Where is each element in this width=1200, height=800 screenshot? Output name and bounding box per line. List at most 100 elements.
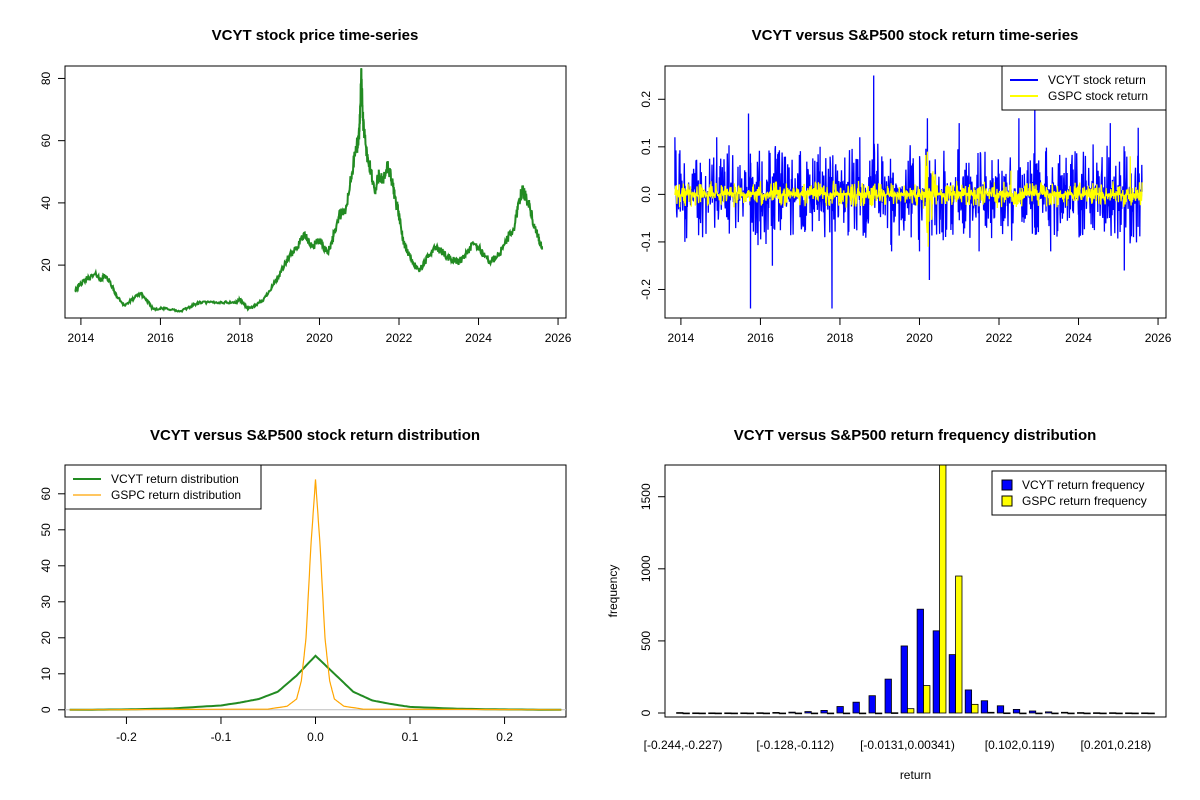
bar-vcyt — [1061, 711, 1069, 714]
x-tick-label: 2022 — [386, 331, 413, 345]
bar-vcyt — [1125, 712, 1133, 715]
x-tick-label: 0.1 — [402, 730, 419, 744]
x-tick-label: [0.102,0.119) — [985, 738, 1055, 752]
x-tick-label: 2014 — [68, 331, 95, 345]
legend-entry: VCYT stock return — [1048, 73, 1146, 87]
chart-title: VCYT stock price time-series — [212, 27, 419, 44]
y-tick-label: 10 — [39, 667, 53, 681]
x-tick-label: 0.0 — [307, 730, 324, 744]
legend: VCYT stock return GSPC stock return — [1001, 65, 1167, 111]
x-tick-label: 2018 — [827, 331, 854, 345]
bar-vcyt — [868, 695, 876, 714]
bar-gspc — [987, 711, 995, 714]
bar-vcyt — [1077, 712, 1085, 714]
y-tick-label: 0.0 — [639, 186, 653, 203]
bar-gspc — [810, 712, 819, 715]
chart-panel-1: VCYT stock price time-series 2014 2016 2018… — [39, 27, 572, 345]
legend-entry: GSPC return distribution — [111, 488, 241, 502]
y-tick-label: 40 — [39, 559, 53, 573]
x-tick-label: [-0.128,-0.112) — [756, 738, 834, 752]
bar-vcyt — [1028, 710, 1037, 714]
x-tick-label: [0.201,0.218) — [1081, 738, 1152, 752]
bar-gspc — [746, 712, 754, 715]
bar-vcyt — [788, 711, 796, 714]
y-tick-label: 0.2 — [639, 91, 653, 108]
bar-vcyt — [900, 645, 908, 714]
bar-gspc — [1099, 712, 1107, 715]
bar-vcyt — [884, 678, 892, 714]
x-tick-label: 2020 — [306, 331, 333, 345]
bar-gspc — [826, 712, 835, 715]
bar-gspc — [907, 708, 915, 714]
chart-panel-3: VCYT versus S&P500 stock return distribu… — [39, 427, 567, 744]
bar-vcyt — [804, 711, 812, 714]
bar-vcyt — [1044, 711, 1053, 714]
bar-vcyt — [852, 701, 860, 714]
bar-gspc — [714, 712, 722, 715]
x-tick-label: 2024 — [465, 331, 492, 345]
bar-vcyt — [772, 712, 780, 714]
legend-entry: GSPC stock return — [1048, 89, 1148, 103]
y-tick-label: 1500 — [639, 483, 653, 510]
bar-vcyt — [1141, 712, 1149, 715]
x-tick-label: [-0.244,-0.227) — [644, 738, 723, 752]
x-tick-label: 2018 — [227, 331, 254, 345]
bar-vcyt — [708, 712, 716, 715]
y-tick-label: 40 — [39, 196, 53, 210]
legend: VCYT return distribution GSPC return dist… — [64, 464, 262, 510]
x-tick-label: 2026 — [545, 331, 572, 345]
bar-gspc — [1003, 712, 1011, 715]
x-tick-label: 2020 — [906, 331, 933, 345]
plot-frame — [64, 464, 567, 718]
chart-title: VCYT versus S&P500 return frequency dist… — [734, 427, 1097, 444]
chart-panel-2: VCYT versus S&P500 stock return time-ser… — [639, 27, 1172, 345]
y-tick-label: 50 — [39, 523, 53, 537]
y-tick-label: -0.2 — [639, 279, 653, 300]
bar-gspc — [1083, 712, 1091, 715]
y-tick-label: 0 — [639, 709, 653, 716]
bar-gspc — [1131, 712, 1139, 715]
bar-gspc — [682, 712, 690, 715]
y-tick-label: 30 — [39, 595, 53, 609]
bar-vcyt — [916, 608, 924, 714]
legend-entry: GSPC return frequency — [1022, 494, 1147, 508]
bar-gspc — [1035, 712, 1043, 715]
legend-swatch — [1001, 479, 1013, 491]
bar-vcyt — [740, 712, 748, 715]
bar-gspc — [730, 712, 738, 715]
x-tick-label: 2014 — [668, 331, 695, 345]
bar-gspc — [939, 464, 947, 714]
y-tick-label: 20 — [39, 631, 53, 645]
bar-gspc — [1051, 712, 1059, 715]
bar-vcyt — [996, 705, 1005, 714]
bar-gspc — [875, 712, 883, 715]
bar-vcyt — [932, 630, 940, 714]
bar-gspc — [1115, 712, 1123, 715]
bar-vcyt — [1093, 712, 1101, 714]
bar-gspc — [778, 712, 787, 715]
bar-gspc — [842, 712, 851, 715]
bar-gspc — [923, 685, 931, 714]
y-tick-label: 1000 — [639, 555, 653, 582]
x-tick-label: 2026 — [1145, 331, 1172, 345]
x-tick-label: 2016 — [147, 331, 174, 345]
x-tick-label: -0.2 — [116, 730, 137, 744]
chart-title: VCYT versus S&P500 stock return time-ser… — [752, 27, 1079, 44]
bar-vcyt — [948, 654, 956, 714]
legend-box — [1001, 65, 1167, 111]
plot-frame — [64, 65, 567, 319]
bar-gspc — [971, 703, 979, 714]
y-tick-label: 500 — [639, 631, 653, 651]
bar-gspc — [955, 575, 963, 714]
y-axis-label: frequency — [606, 565, 620, 618]
legend-entry: VCYT return distribution — [111, 472, 239, 486]
legend: VCYT return frequency GSPC return frequen… — [991, 470, 1167, 516]
y-tick-label: 0 — [39, 706, 53, 713]
chart-panel-4: VCYT versus S&P500 return frequency dist… — [606, 427, 1167, 782]
bar-gspc — [891, 712, 899, 714]
bar-gspc — [1147, 712, 1155, 715]
return-series-line-2 — [674, 151, 1143, 247]
legend-box — [991, 470, 1167, 516]
price-series-line — [74, 68, 544, 314]
